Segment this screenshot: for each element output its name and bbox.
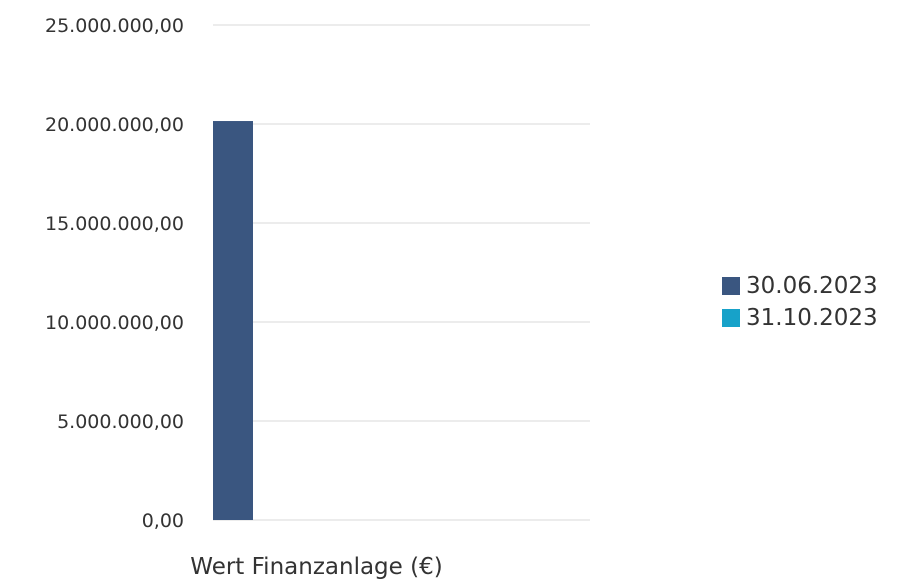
x-category-label-1: Wert Finanzanlage (€) [190,554,442,580]
legend-swatch-series-1 [722,277,740,295]
legend-swatch-series-2 [722,309,740,327]
y-tick-label-0: 0,00 [142,510,184,532]
legend-label-series-2: 31.10.2023 [746,305,878,331]
x-axis-category-labels: Wert Finanzanlage (€) [190,554,442,580]
bar-series-1-category-1 [213,121,253,520]
legend: 30.06.2023 31.10.2023 [722,270,878,334]
gridlines [213,24,590,521]
legend-label-series-1: 30.06.2023 [746,273,878,299]
y-tick-label-2: 10.000.000,00 [45,312,184,334]
y-tick-label-1: 5.000.000,00 [57,411,184,433]
y-tick-label-5: 25.000.000,00 [45,15,184,37]
legend-item-series-1[interactable]: 30.06.2023 [722,270,878,302]
y-tick-label-3: 15.000.000,00 [45,213,184,235]
bars [213,121,253,520]
y-tick-label-4: 20.000.000,00 [45,114,184,136]
y-axis-tick-labels: 0,00 5.000.000,00 10.000.000,00 15.000.000,… [45,15,184,532]
legend-item-series-2[interactable]: 31.10.2023 [722,302,878,334]
